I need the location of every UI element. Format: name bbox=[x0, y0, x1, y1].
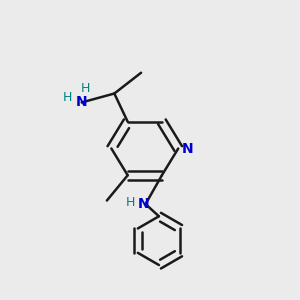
Text: H: H bbox=[126, 196, 135, 209]
Text: H: H bbox=[63, 92, 72, 104]
Text: H: H bbox=[80, 82, 90, 95]
Text: N: N bbox=[76, 95, 88, 110]
Text: N: N bbox=[181, 142, 193, 155]
Text: N: N bbox=[137, 196, 149, 211]
